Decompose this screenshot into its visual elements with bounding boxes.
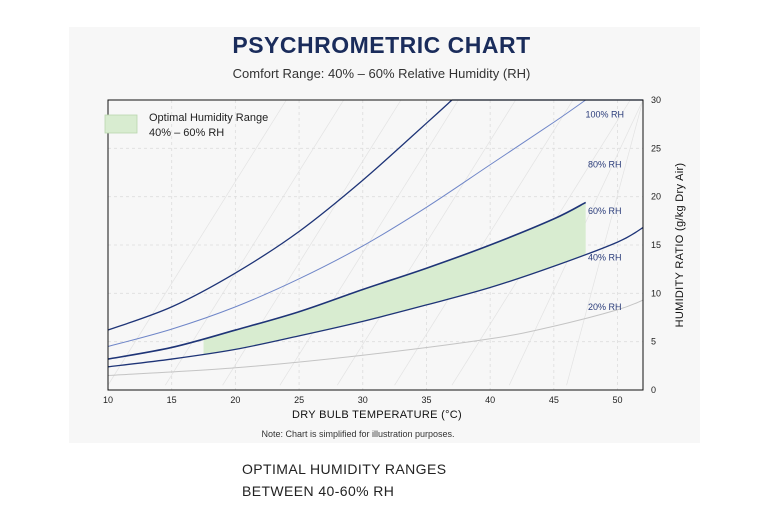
y-tick-label: 30: [651, 95, 661, 105]
plot-frame: [107, 99, 644, 391]
rh-label: 100% RH: [586, 109, 625, 119]
rh-curve-labels: 100% RH 80% RH 60% RH 40% RH 20% RH: [586, 109, 625, 311]
rh-curve-100-rh: [107, 99, 453, 331]
rh-curve-80-rh: [107, 99, 586, 347]
caption-line-2: BETWEEN 40-60% RH: [242, 483, 395, 499]
y-tick-label: 0: [651, 385, 656, 395]
chart-subtitle: Comfort Range: 40% – 60% Relative Humidi…: [232, 66, 531, 81]
optimal-humidity-band: [203, 202, 586, 355]
diagonal-guide-line: [165, 99, 344, 386]
rh-label: 60% RH: [588, 206, 622, 216]
chart-note: Note: Chart is simplified for illustrati…: [261, 429, 454, 439]
x-tick-labels: 10 15 20 25 30 35 40 45 50: [103, 395, 623, 405]
x-tick-label: 20: [230, 395, 240, 405]
rh-label: 80% RH: [588, 160, 622, 170]
legend-label-line1: Optimal Humidity Range: [149, 112, 268, 124]
legend-swatch: [104, 114, 138, 134]
x-axis-title: DRY BULB TEMPERATURE (°C): [292, 409, 462, 421]
x-tick-label: 25: [294, 395, 304, 405]
x-tick-label: 15: [167, 395, 177, 405]
y-tick-label: 20: [651, 192, 661, 202]
chart-title: PSYCHROMETRIC CHART: [232, 32, 531, 58]
chart-panel: [69, 27, 700, 443]
y-axis-title: HUMIDITY RATIO (g/kg Dry Air): [674, 163, 686, 328]
x-tick-label: 50: [613, 395, 623, 405]
y-tick-label: 10: [651, 288, 661, 298]
diagonal-guide-line: [566, 99, 644, 386]
y-tick-label: 15: [651, 240, 661, 250]
diagonal-guide-line: [336, 99, 516, 386]
y-tick-label: 5: [651, 337, 656, 347]
rh-curves: [107, 99, 644, 376]
x-tick-label: 40: [485, 395, 495, 405]
rh-label: 40% RH: [588, 252, 622, 262]
rh-curve-40-rh: [107, 227, 644, 368]
x-tick-label: 45: [549, 395, 559, 405]
y-tick-labels: 0 5 10 15 20 25 30: [651, 95, 661, 395]
diagonal-guide-line: [107, 99, 287, 386]
legend-label-line2: 40% – 60% RH: [149, 127, 224, 139]
caption-line-1: OPTIMAL HUMIDITY RANGES: [242, 461, 447, 477]
x-tick-label: 30: [358, 395, 368, 405]
rh-curve-20-rh: [107, 299, 644, 376]
x-tick-label: 10: [103, 395, 113, 405]
y-tick-label: 25: [651, 143, 661, 153]
rh-label: 20% RH: [588, 302, 622, 312]
x-tick-label: 35: [421, 395, 431, 405]
image-caption: OPTIMAL HUMIDITY RANGES BETWEEN 40-60% R…: [242, 458, 446, 502]
rh-curve-60-rh: [107, 201, 587, 360]
diagonal-guide-line: [394, 99, 574, 386]
diagonal-guide-lines: [107, 99, 644, 386]
